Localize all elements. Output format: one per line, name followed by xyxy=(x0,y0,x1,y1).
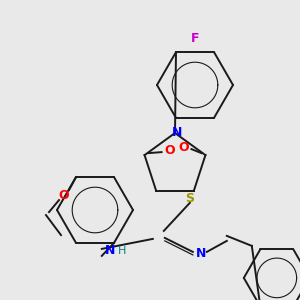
Text: N: N xyxy=(196,248,206,260)
Text: O: O xyxy=(59,189,69,202)
Text: N: N xyxy=(172,125,182,139)
Text: O: O xyxy=(178,141,189,154)
Text: F: F xyxy=(191,32,199,46)
Text: N: N xyxy=(105,244,115,257)
Text: H: H xyxy=(118,246,126,256)
Text: S: S xyxy=(185,192,194,206)
Text: O: O xyxy=(164,144,175,157)
